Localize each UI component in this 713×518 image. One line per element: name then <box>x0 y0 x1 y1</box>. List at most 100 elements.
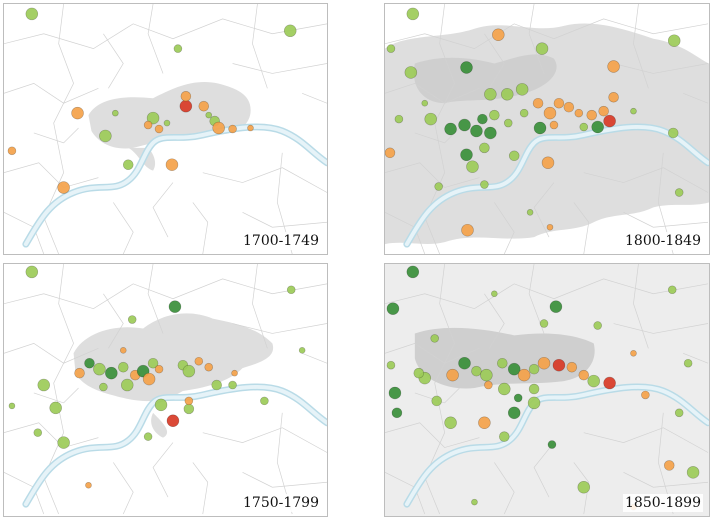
boundary-line <box>232 323 327 334</box>
site-marker <box>74 367 85 379</box>
urban-area <box>151 412 168 438</box>
site-marker <box>478 416 491 429</box>
site-marker <box>71 106 84 120</box>
site-marker <box>127 315 137 324</box>
site-marker <box>547 440 557 449</box>
boundary-line <box>385 278 709 310</box>
site-marker <box>591 120 604 134</box>
site-marker <box>543 106 557 120</box>
site-marker <box>641 390 650 400</box>
boundary-line <box>528 4 545 74</box>
boundary-line <box>202 167 327 193</box>
site-marker <box>537 356 551 370</box>
boundary-line <box>252 4 268 89</box>
site-marker <box>515 83 529 96</box>
site-marker <box>630 107 637 115</box>
site-marker <box>579 122 589 132</box>
boundary-line <box>683 352 709 364</box>
boundary-line <box>385 422 480 448</box>
site-marker <box>667 127 679 139</box>
borough-boundaries <box>385 264 709 515</box>
site-marker <box>587 374 600 388</box>
site-markers <box>7 7 297 194</box>
site-marker <box>466 160 479 173</box>
site-marker <box>431 395 442 407</box>
site-marker <box>8 402 16 410</box>
site-marker <box>182 364 196 378</box>
site-marker <box>484 126 497 140</box>
site-marker <box>85 481 92 489</box>
boundary-line <box>573 202 590 254</box>
site-marker <box>477 113 488 125</box>
site-marker <box>57 181 70 194</box>
map-panel-1700-1749: 1700-1749 <box>3 3 328 255</box>
boundary-line <box>242 472 327 488</box>
site-marker <box>549 300 563 313</box>
boundary-line <box>494 462 515 515</box>
site-marker <box>173 44 183 53</box>
urban-area <box>73 313 274 402</box>
boundary-line <box>385 18 709 50</box>
site-marker <box>549 120 559 130</box>
river-thames-inner <box>23 124 327 247</box>
site-marker <box>99 382 108 392</box>
site-marker <box>513 393 523 403</box>
boundary-line <box>484 293 505 349</box>
period-label: 1750-1799 <box>241 494 321 512</box>
site-marker <box>406 7 420 21</box>
boundary-line <box>633 264 649 349</box>
site-marker <box>165 158 179 171</box>
borough-boundaries <box>4 264 327 515</box>
site-marker <box>105 366 118 380</box>
site-marker <box>484 380 493 390</box>
site-marker <box>586 109 597 121</box>
boundary-line <box>4 82 99 104</box>
boundary-line <box>33 127 79 144</box>
site-marker <box>247 124 254 132</box>
site-marker <box>166 414 180 428</box>
boundary-line <box>192 462 209 515</box>
site-marker <box>386 44 396 53</box>
site-markers <box>385 7 684 237</box>
site-marker <box>593 321 602 330</box>
map-panel-1800-1849: 1800-1849 <box>384 3 710 255</box>
site-marker <box>461 223 474 237</box>
boundary-line <box>4 162 99 188</box>
site-marker <box>413 367 425 379</box>
site-marker <box>526 209 534 216</box>
site-marker <box>57 436 70 449</box>
site-marker <box>460 61 473 74</box>
site-marker <box>458 118 471 132</box>
boundary-line <box>202 427 327 453</box>
map-canvas <box>385 264 709 516</box>
site-marker <box>386 302 400 315</box>
boundary-line <box>573 462 590 515</box>
boundary-line <box>252 264 268 349</box>
boundary-line <box>232 63 327 74</box>
site-marker <box>541 156 555 169</box>
site-marker <box>99 129 112 143</box>
site-marker <box>507 362 521 376</box>
boundary-line <box>494 202 515 254</box>
site-marker <box>667 285 677 295</box>
site-marker <box>553 97 565 109</box>
site-marker <box>205 111 213 119</box>
site-marker <box>519 108 529 118</box>
boundary-line <box>242 212 327 228</box>
site-marker <box>180 91 192 102</box>
site-marker <box>563 101 575 113</box>
site-marker <box>528 363 540 375</box>
site-marker <box>532 97 544 109</box>
site-marker <box>25 7 39 21</box>
map-canvas <box>385 4 709 254</box>
site-marker <box>421 99 429 107</box>
site-marker <box>84 357 95 369</box>
site-marker <box>388 386 402 400</box>
site-marker <box>491 290 498 298</box>
boundary-line <box>484 33 505 89</box>
site-marker <box>298 347 306 354</box>
site-marker <box>404 66 418 79</box>
map-canvas <box>4 4 327 254</box>
site-marker <box>552 358 566 372</box>
site-marker <box>674 188 684 197</box>
